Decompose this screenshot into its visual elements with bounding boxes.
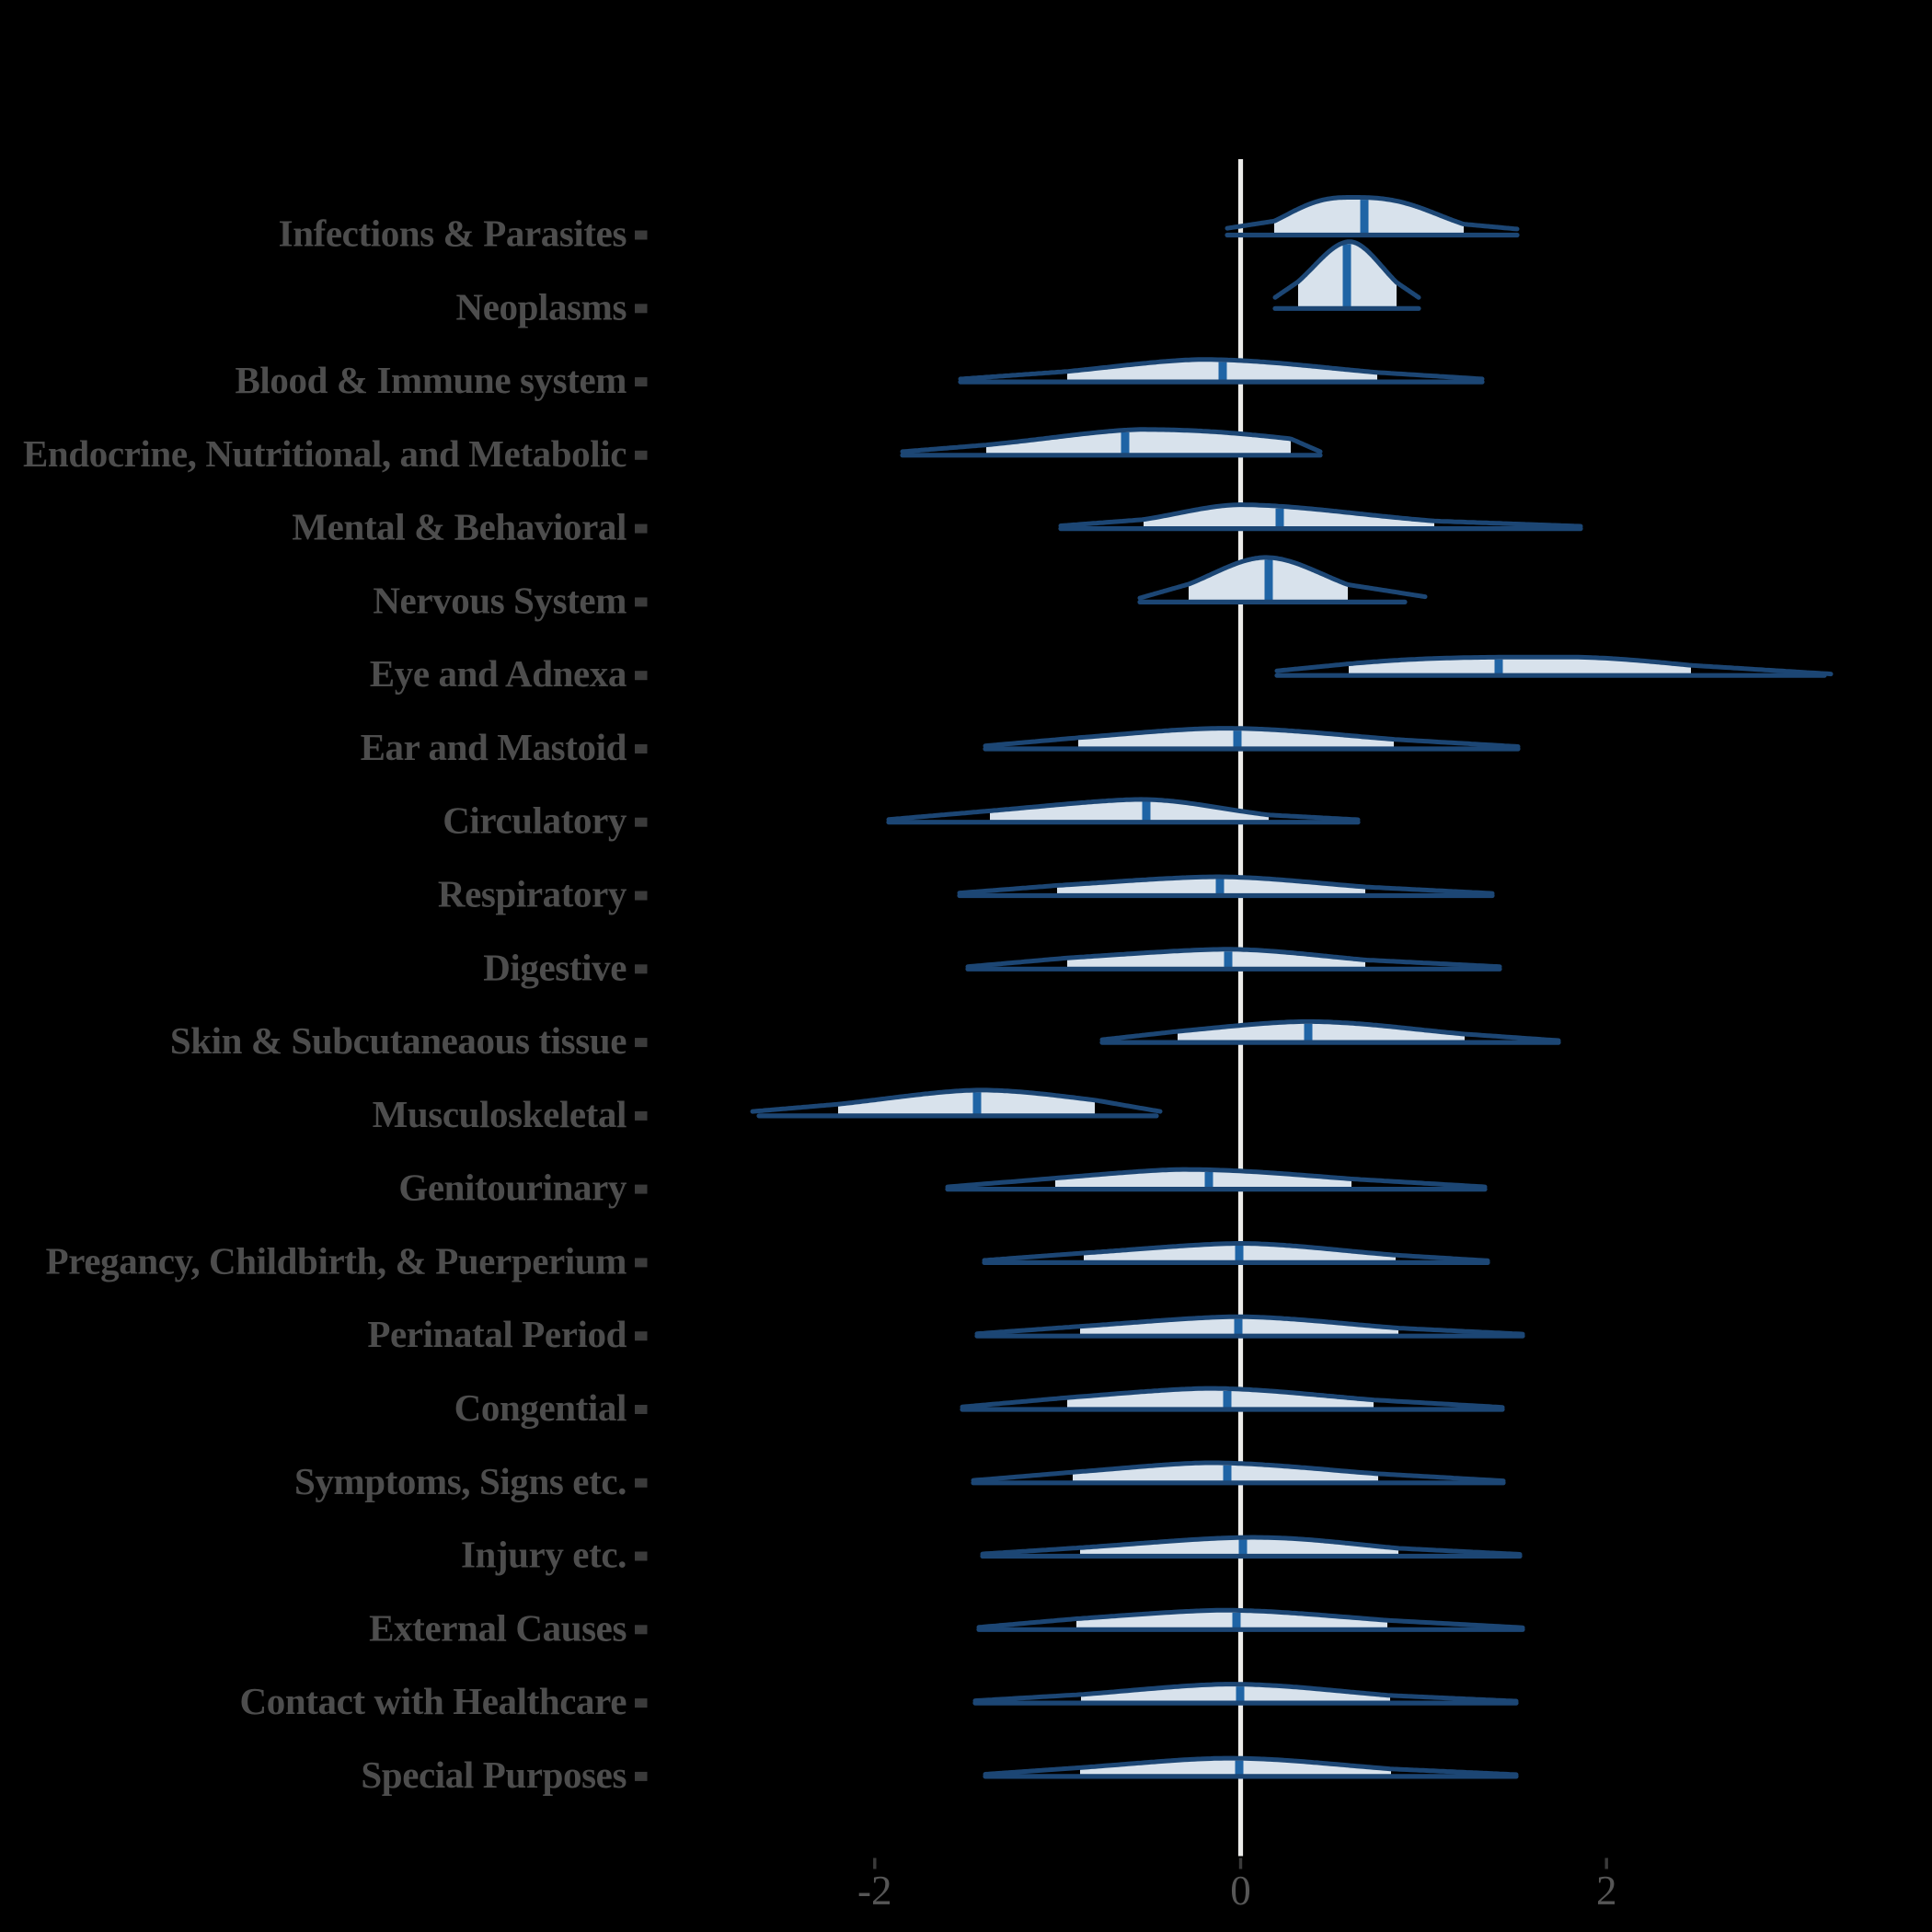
svg-text:Blood & Immune system: Blood & Immune system xyxy=(235,359,627,401)
svg-text:Ear and Mastoid: Ear and Mastoid xyxy=(361,726,627,768)
svg-text:Pregancy, Childbirth, & Puerpe: Pregancy, Childbirth, & Puerperium xyxy=(46,1239,627,1282)
svg-text:-2: -2 xyxy=(857,1868,892,1914)
svg-text:Digestive: Digestive xyxy=(483,946,627,988)
svg-text:Respiratory: Respiratory xyxy=(438,873,627,915)
svg-text:Special Purposes: Special Purposes xyxy=(361,1754,627,1796)
svg-text:Infections & Parasites: Infections & Parasites xyxy=(279,213,627,255)
svg-text:Contact with Healthcare: Contact with Healthcare xyxy=(240,1680,627,1722)
svg-text:Musculoskeletal: Musculoskeletal xyxy=(373,1093,627,1135)
svg-text:0: 0 xyxy=(1230,1868,1251,1914)
svg-text:Symptoms, Signs etc.: Symptoms, Signs etc. xyxy=(294,1460,627,1502)
svg-text:Mental & Behavioral: Mental & Behavioral xyxy=(292,506,627,548)
svg-text:2: 2 xyxy=(1596,1868,1617,1914)
svg-text:Circulatory: Circulatory xyxy=(443,799,627,842)
svg-text:Perinatal Period: Perinatal Period xyxy=(367,1313,627,1355)
svg-text:Neoplasms: Neoplasms xyxy=(456,285,627,328)
svg-text:External Causes: External Causes xyxy=(369,1606,627,1649)
svg-text:Nervous System: Nervous System xyxy=(373,579,627,621)
svg-text:Genitourinary: Genitourinary xyxy=(398,1167,627,1209)
svg-text:Congential: Congential xyxy=(454,1386,627,1429)
svg-text:Injury etc.: Injury etc. xyxy=(461,1534,627,1576)
svg-text:Endocrine, Nutritional, and Me: Endocrine, Nutritional, and Metabolic xyxy=(23,432,627,475)
svg-text:Eye and Adnexa: Eye and Adnexa xyxy=(370,652,627,695)
svg-text:Skin & Subcutaneaous tissue: Skin & Subcutaneaous tissue xyxy=(170,1019,627,1062)
